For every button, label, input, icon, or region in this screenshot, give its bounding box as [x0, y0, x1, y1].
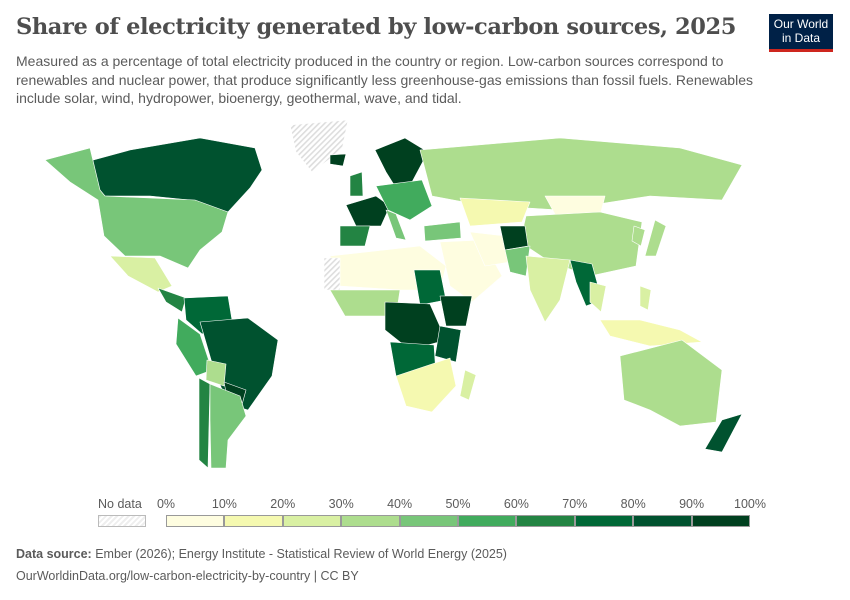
legend-tick-label: 60%: [503, 497, 529, 511]
country-pakistan[interactable]: Pakistan: [504, 245, 531, 277]
world-map: CanadaUnited StatesGreenlandMexicoCentra…: [44, 119, 743, 469]
legend-bin[interactable]: [691, 515, 750, 527]
legend-bin[interactable]: [282, 515, 342, 527]
country-western-sahara[interactable]: Western Sahara: [323, 257, 341, 291]
legend-tick-label: 0%: [156, 497, 176, 511]
data-source-label: Data source:: [16, 547, 92, 561]
legend-tick-label: 100%: [734, 497, 766, 511]
legend-tick-label: 20%: [270, 497, 296, 511]
country-italy[interactable]: Italy: [385, 209, 407, 241]
legend-bin[interactable]: [574, 515, 634, 527]
country-peru-ecuador[interactable]: Peru & Ecuador: [175, 317, 213, 377]
country-france[interactable]: France: [345, 195, 391, 227]
country-chile[interactable]: Chile: [198, 377, 211, 469]
country-mexico[interactable]: Mexico: [109, 255, 173, 293]
country-south-korea[interactable]: South Korea: [631, 225, 646, 247]
legend-bin[interactable]: [166, 515, 225, 527]
country-central-america[interactable]: Central America: [157, 287, 187, 313]
country-greenland[interactable]: Greenland: [289, 119, 349, 173]
country-australia[interactable]: Australia: [619, 339, 723, 427]
country-central-asia[interactable]: Central Asia: [499, 225, 529, 251]
legend-tick-label: 80%: [620, 497, 646, 511]
legend-bin[interactable]: [458, 515, 517, 527]
owid-logo[interactable]: Our World in Data: [769, 14, 833, 52]
country-new-zealand[interactable]: New Zealand: [704, 413, 743, 453]
legend-bin[interactable]: [341, 515, 400, 527]
legend-tick-label: 40%: [387, 497, 413, 511]
country-india[interactable]: India: [525, 255, 571, 323]
country-bolivia[interactable]: Bolivia: [205, 359, 227, 387]
legend-bin[interactable]: [224, 515, 283, 527]
country-russia[interactable]: Russia: [419, 137, 743, 211]
legend-bin[interactable]: [399, 515, 458, 527]
no-data-swatch[interactable]: [98, 515, 146, 527]
country-philippines[interactable]: Philippines: [639, 285, 652, 311]
chart-subtitle: Measured as a percentage of total electr…: [16, 53, 753, 106]
source-url[interactable]: OurWorldinData.org/low-carbon-electricit…: [16, 569, 359, 583]
country-iceland[interactable]: Iceland: [329, 153, 347, 167]
chart-title: Share of electricity generated by low-ca…: [16, 14, 736, 40]
country-ethiopia[interactable]: Ethiopia: [439, 295, 473, 327]
country-united-states[interactable]: United States: [44, 147, 229, 269]
country-spain-portugal[interactable]: Spain & Portugal: [339, 225, 371, 247]
country-argentina[interactable]: Argentina: [209, 383, 247, 469]
legend-tick-label: 10%: [211, 497, 237, 511]
country-indonesia[interactable]: Indonesia: [599, 319, 703, 347]
country-southern-africa[interactable]: Southern Africa: [395, 357, 457, 413]
data-source-text: Ember (2026); Energy Institute - Statist…: [95, 547, 507, 561]
data-source: Data source: Ember (2026); Energy Instit…: [16, 547, 507, 561]
country-madagascar[interactable]: Madagascar: [459, 369, 477, 401]
country-turkey[interactable]: Turkey: [423, 221, 462, 242]
country-east-africa[interactable]: East Africa: [434, 325, 462, 363]
country-thailand-vietnam[interactable]: Thailand & Vietnam: [589, 281, 607, 313]
country-united-kingdom[interactable]: United Kingdom: [349, 171, 364, 197]
legend-tick-label: 30%: [328, 497, 354, 511]
country-japan[interactable]: Japan: [644, 219, 667, 257]
legend-tick-label: 50%: [445, 497, 471, 511]
legend-bin[interactable]: [516, 515, 575, 527]
country-central-eastern-europe[interactable]: Central & Eastern Europe: [375, 179, 433, 221]
legend-tick-label: 90%: [679, 497, 705, 511]
legend-bin[interactable]: [633, 515, 692, 527]
legend-tick-label: 70%: [562, 497, 588, 511]
no-data-label: No data: [98, 497, 142, 511]
country-kazakhstan[interactable]: Kazakhstan: [459, 197, 531, 227]
